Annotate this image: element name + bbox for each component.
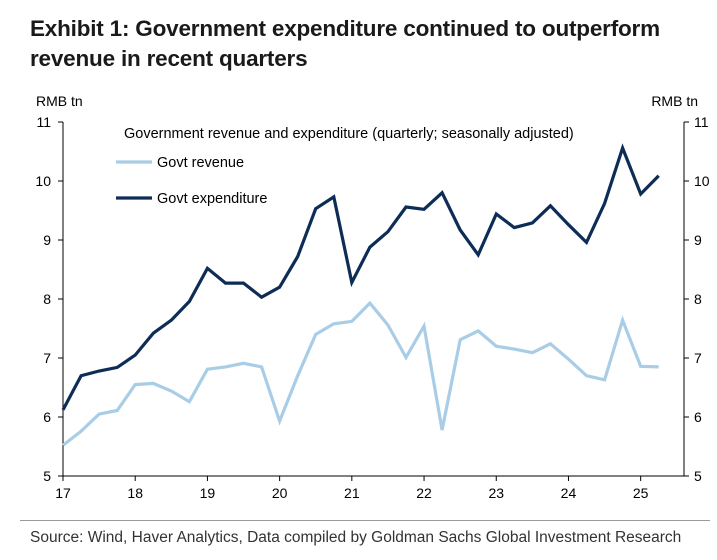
- left-y-tick-label: 5: [43, 468, 51, 484]
- left-y-tick-label: 7: [43, 350, 51, 366]
- x-tick-label: 20: [272, 485, 288, 501]
- right-y-tick-label: 6: [694, 409, 702, 425]
- right-y-tick-label: 9: [694, 232, 702, 248]
- x-tick-label: 21: [344, 485, 360, 501]
- right-y-tick-label: 7: [694, 350, 702, 366]
- source-note: Source: Wind, Haver Analytics, Data comp…: [30, 529, 682, 546]
- exhibit-title-line-1: Exhibit 1: Government expenditure contin…: [30, 16, 660, 41]
- x-tick-label: 24: [561, 485, 577, 501]
- x-tick-label: 18: [127, 485, 143, 501]
- x-tick-label: 23: [488, 485, 504, 501]
- left-y-tick-label: 10: [35, 173, 51, 189]
- right-axis-unit-label: RMB tn: [651, 93, 698, 109]
- series-line-expenditure: [61, 143, 660, 411]
- legend-label-revenue: Govt revenue: [157, 155, 244, 171]
- left-y-tick-label: 6: [43, 409, 51, 425]
- left-y-tick-label: 8: [43, 291, 51, 307]
- x-tick-label: 17: [55, 485, 71, 501]
- exhibit-title-line-2: revenue in recent quarters: [30, 46, 308, 71]
- legend-label-expenditure: Govt expenditure: [157, 191, 267, 207]
- source-divider: [20, 520, 710, 521]
- right-y-tick-label: 10: [694, 173, 710, 189]
- right-y-tick-label: 11: [694, 114, 709, 130]
- right-y-tick-label: 5: [694, 468, 702, 484]
- chart-inner-title: Government revenue and expenditure (quar…: [124, 126, 574, 142]
- x-tick-label: 22: [416, 485, 432, 501]
- left-y-tick-label: 9: [43, 232, 51, 248]
- left-axis-unit-label: RMB tn: [36, 93, 83, 109]
- x-tick-label: 19: [200, 485, 216, 501]
- x-tick-label: 25: [633, 485, 649, 501]
- series-line-revenue: [62, 300, 659, 447]
- left-y-tick-label: 11: [36, 114, 51, 130]
- exhibit-title: Exhibit 1: Government expenditure contin…: [30, 14, 710, 74]
- right-y-tick-label: 8: [694, 291, 702, 307]
